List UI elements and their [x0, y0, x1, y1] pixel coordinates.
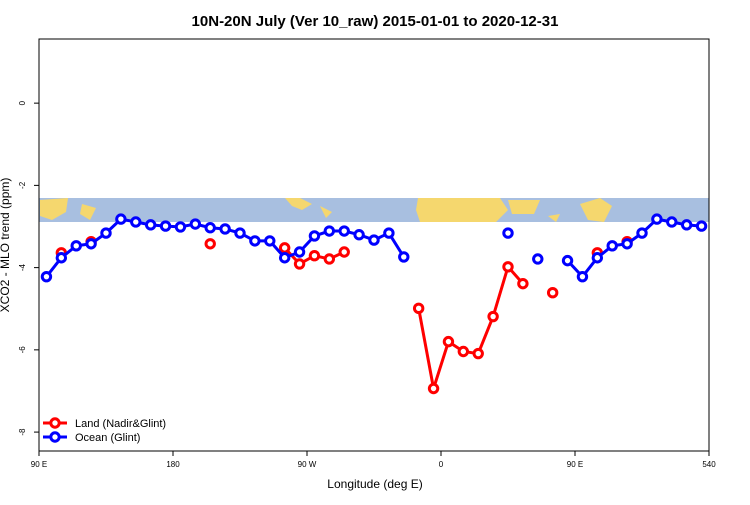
data-point — [695, 220, 708, 232]
data-point — [115, 213, 127, 225]
data-point — [427, 382, 440, 395]
series-line — [417, 263, 525, 389]
data-point — [189, 218, 202, 230]
data-point — [278, 242, 291, 254]
x-axis-label: Longitude (deg E) — [327, 477, 422, 491]
data-point — [308, 230, 321, 242]
data-point — [472, 347, 484, 360]
data-point — [487, 310, 499, 323]
data-point — [636, 227, 648, 239]
data-point — [353, 229, 365, 241]
data-point — [621, 238, 633, 250]
data-point — [532, 253, 544, 265]
data-point — [591, 252, 604, 264]
data-point — [338, 225, 350, 237]
x-tick-label: 90 W — [298, 460, 317, 469]
legend-marker — [49, 417, 61, 429]
data-point — [204, 222, 216, 234]
y-tick-label: 0 — [18, 100, 27, 105]
data-point — [85, 238, 97, 250]
data-point — [40, 270, 53, 283]
x-tick-label: 540 — [702, 460, 716, 469]
data-point — [651, 213, 663, 225]
data-point — [561, 254, 574, 267]
x-tick-label: 180 — [166, 460, 180, 469]
data-point — [130, 216, 142, 228]
data-point — [234, 227, 246, 239]
data-point — [502, 261, 514, 273]
series-line — [566, 217, 702, 279]
data-point — [412, 302, 425, 315]
data-point — [442, 335, 455, 348]
data-point — [159, 220, 172, 232]
x-tick-label: 0 — [439, 460, 444, 469]
data-point — [293, 258, 306, 270]
data-point — [174, 221, 187, 233]
data-point — [100, 227, 112, 239]
legend-label: Ocean (Glint) — [75, 432, 140, 444]
chart-title: 10N-20N July (Ver 10_raw) 2015-01-01 to … — [192, 13, 559, 30]
data-point — [278, 252, 291, 264]
data-point — [457, 345, 470, 358]
data-point — [666, 216, 678, 228]
data-point — [576, 270, 589, 283]
y-tick-label: -2 — [18, 181, 27, 189]
data-point — [144, 219, 157, 231]
y-tick-label: -4 — [18, 264, 27, 272]
data-point — [368, 234, 380, 246]
data-point — [323, 253, 336, 265]
y-axis-label: XCO2 - MLO trend (ppm) — [0, 178, 12, 313]
data-point — [338, 246, 350, 258]
data-point — [680, 219, 693, 231]
x-tick-label: 90 E — [31, 460, 47, 469]
data-point — [546, 286, 559, 299]
data-point — [219, 223, 231, 235]
y-tick-label: -6 — [18, 346, 27, 354]
plot-frame — [38, 38, 710, 452]
data-point — [70, 240, 82, 252]
data-point — [264, 235, 276, 247]
data-point — [606, 240, 618, 252]
data-point — [249, 235, 261, 247]
data-point — [308, 249, 321, 262]
data-point — [398, 251, 410, 263]
y-tick-label: -8 — [18, 428, 27, 436]
data-point — [55, 252, 68, 264]
legend-marker — [49, 431, 61, 443]
data-point — [204, 238, 216, 250]
map-strip — [39, 198, 709, 222]
legend-label: Land (Nadir&Glint) — [75, 418, 166, 430]
data-point — [323, 225, 336, 237]
data-point — [517, 277, 529, 290]
data-point — [502, 227, 514, 239]
data-point — [383, 227, 395, 239]
data-point — [293, 246, 306, 258]
x-tick-label: 90 E — [567, 460, 583, 469]
